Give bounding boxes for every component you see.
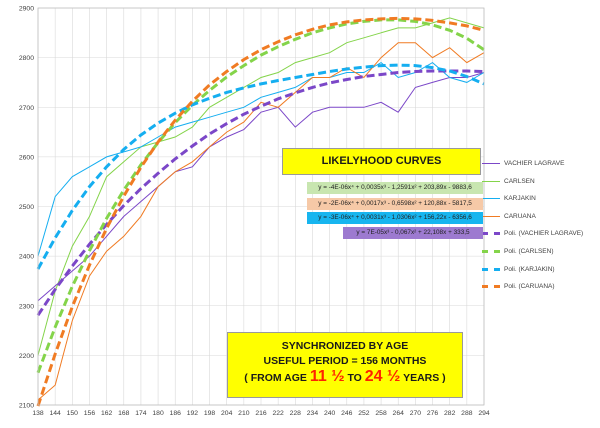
legend-item: KARJAKIN <box>480 193 600 207</box>
x-tick-label: 204 <box>221 410 233 417</box>
y-tick-label: 2800 <box>19 55 34 62</box>
x-tick-label: 258 <box>375 410 387 417</box>
legend-item: Poli. (CARUANA) <box>480 281 600 295</box>
x-tick-label: 282 <box>444 410 456 417</box>
legend-swatch <box>482 198 500 200</box>
legend-label: Poli. (VACHIER LAGRAVE) <box>504 230 584 238</box>
series-line-poli-karjakin <box>36 63 485 270</box>
x-tick-label: 174 <box>135 410 147 417</box>
series-line-caruana <box>37 42 485 401</box>
legend-swatch <box>482 285 500 289</box>
x-tick-label: 168 <box>118 410 130 417</box>
y-tick-label: 2700 <box>19 105 34 112</box>
y-tick-label: 2200 <box>19 353 34 360</box>
y-tick-label: 2100 <box>19 403 34 410</box>
legend-item: VACHIER LAGRAVE <box>480 158 600 172</box>
legend-label: CARUANA <box>504 212 536 220</box>
likelihood-banner: LIKELYHOOD CURVES <box>282 148 481 175</box>
x-tick-label: 138 <box>32 410 44 417</box>
y-tick-label: 2900 <box>19 6 34 13</box>
x-tick-label: 210 <box>238 410 250 417</box>
sync-line-2: USEFUL PERIOD = 156 MONTHS <box>263 355 427 367</box>
sync-banner: SYNCHRONIZED BY AGE USEFUL PERIOD = 156 … <box>227 332 463 398</box>
series-line-poli-vachier-lagrave <box>36 69 485 317</box>
x-tick-label: 252 <box>358 410 370 417</box>
x-tick-label: 150 <box>67 410 79 417</box>
sync-line-1: SYNCHRONIZED BY AGE <box>281 340 409 352</box>
x-tick-label: 216 <box>255 410 267 417</box>
x-tick-label: 294 <box>478 410 490 417</box>
x-tick-label: 234 <box>307 410 319 417</box>
legend-label: Poli. (KARJAKIN) <box>504 265 555 273</box>
legend-item: CARUANA <box>480 211 600 225</box>
legend-label: KARJAKIN <box>504 195 536 203</box>
legend-item: Poli. (CARLSEN) <box>480 246 600 260</box>
x-tick-label: 144 <box>49 410 61 417</box>
legend-label: VACHIER LAGRAVE <box>504 160 565 167</box>
x-tick-label: 240 <box>324 410 336 417</box>
x-tick-label: 162 <box>101 410 113 417</box>
legend-swatch <box>482 180 500 182</box>
sync-pre: ( FROM AGE <box>244 372 310 384</box>
legend-item: CARLSEN <box>480 176 600 190</box>
series <box>36 16 485 407</box>
series-line-poli-carlsen <box>36 18 485 374</box>
y-tick-label: 2500 <box>19 204 34 211</box>
y-tick-label: 2400 <box>19 254 34 261</box>
x-tick-label: 198 <box>204 410 216 417</box>
x-tick-label: 264 <box>393 410 405 417</box>
x-tick-label: 288 <box>461 410 473 417</box>
series-line-vachier-lagrave <box>37 72 485 302</box>
legend-swatch <box>482 249 500 253</box>
y-tick-label: 2600 <box>19 154 34 161</box>
x-tick-label: 156 <box>84 410 96 417</box>
x-tick-label: 222 <box>272 410 284 417</box>
equation-karjakin: y = -3E-06x⁴ + 0,0031x³ - 1,0306x² + 156… <box>307 212 483 224</box>
equation-carlsen: y = -4E-06x⁴ + 0,0035x³ - 1,2591x² + 203… <box>307 182 483 194</box>
legend: VACHIER LAGRAVE CARLSEN KARJAKIN CARUANA Pol… <box>480 158 600 299</box>
x-tick-label: 180 <box>152 410 164 417</box>
sync-mid: TO <box>344 372 365 384</box>
legend-swatch <box>482 232 500 236</box>
series-line-karjakin <box>37 61 485 257</box>
series-line-carlsen <box>37 17 485 356</box>
equation-caruana: y = -2E-06x⁴ + 0,0017x³ - 0,6598x² + 120… <box>307 198 483 210</box>
age-start: 11 ½ <box>309 368 345 385</box>
legend-item: Poli. (VACHIER LAGRAVE) <box>480 228 600 242</box>
sync-post: YEARS ) <box>400 372 446 384</box>
x-tick-label: 270 <box>410 410 422 417</box>
legend-swatch <box>482 215 500 217</box>
legend-label: Poli. (CARLSEN) <box>504 247 554 255</box>
legend-swatch <box>482 267 500 271</box>
sync-line-3: ( FROM AGE 11 ½ TO 24 ½ YEARS ) <box>228 369 462 386</box>
legend-label: CARLSEN <box>504 177 535 185</box>
legend-label: Poli. (CARUANA) <box>504 283 555 291</box>
age-end: 24 ½ <box>364 368 401 385</box>
plot-frame <box>37 7 485 406</box>
x-tick-label: 276 <box>427 410 439 417</box>
x-tick-label: 186 <box>170 410 182 417</box>
axes: 138 144 150 156 162 168 174 180 186 192 198 204 210 2… <box>19 6 490 418</box>
x-tick-label: 228 <box>290 410 302 417</box>
x-tick-label: 192 <box>187 410 199 417</box>
equation-vachier: y = 7E-05x³ - 0,067x² + 22,108x + 333,5 <box>343 227 483 239</box>
legend-item: Poli. (KARJAKIN) <box>480 264 600 278</box>
x-tick-label: 246 <box>341 410 353 417</box>
y-tick-label: 2300 <box>19 303 34 310</box>
legend-swatch <box>482 163 500 164</box>
